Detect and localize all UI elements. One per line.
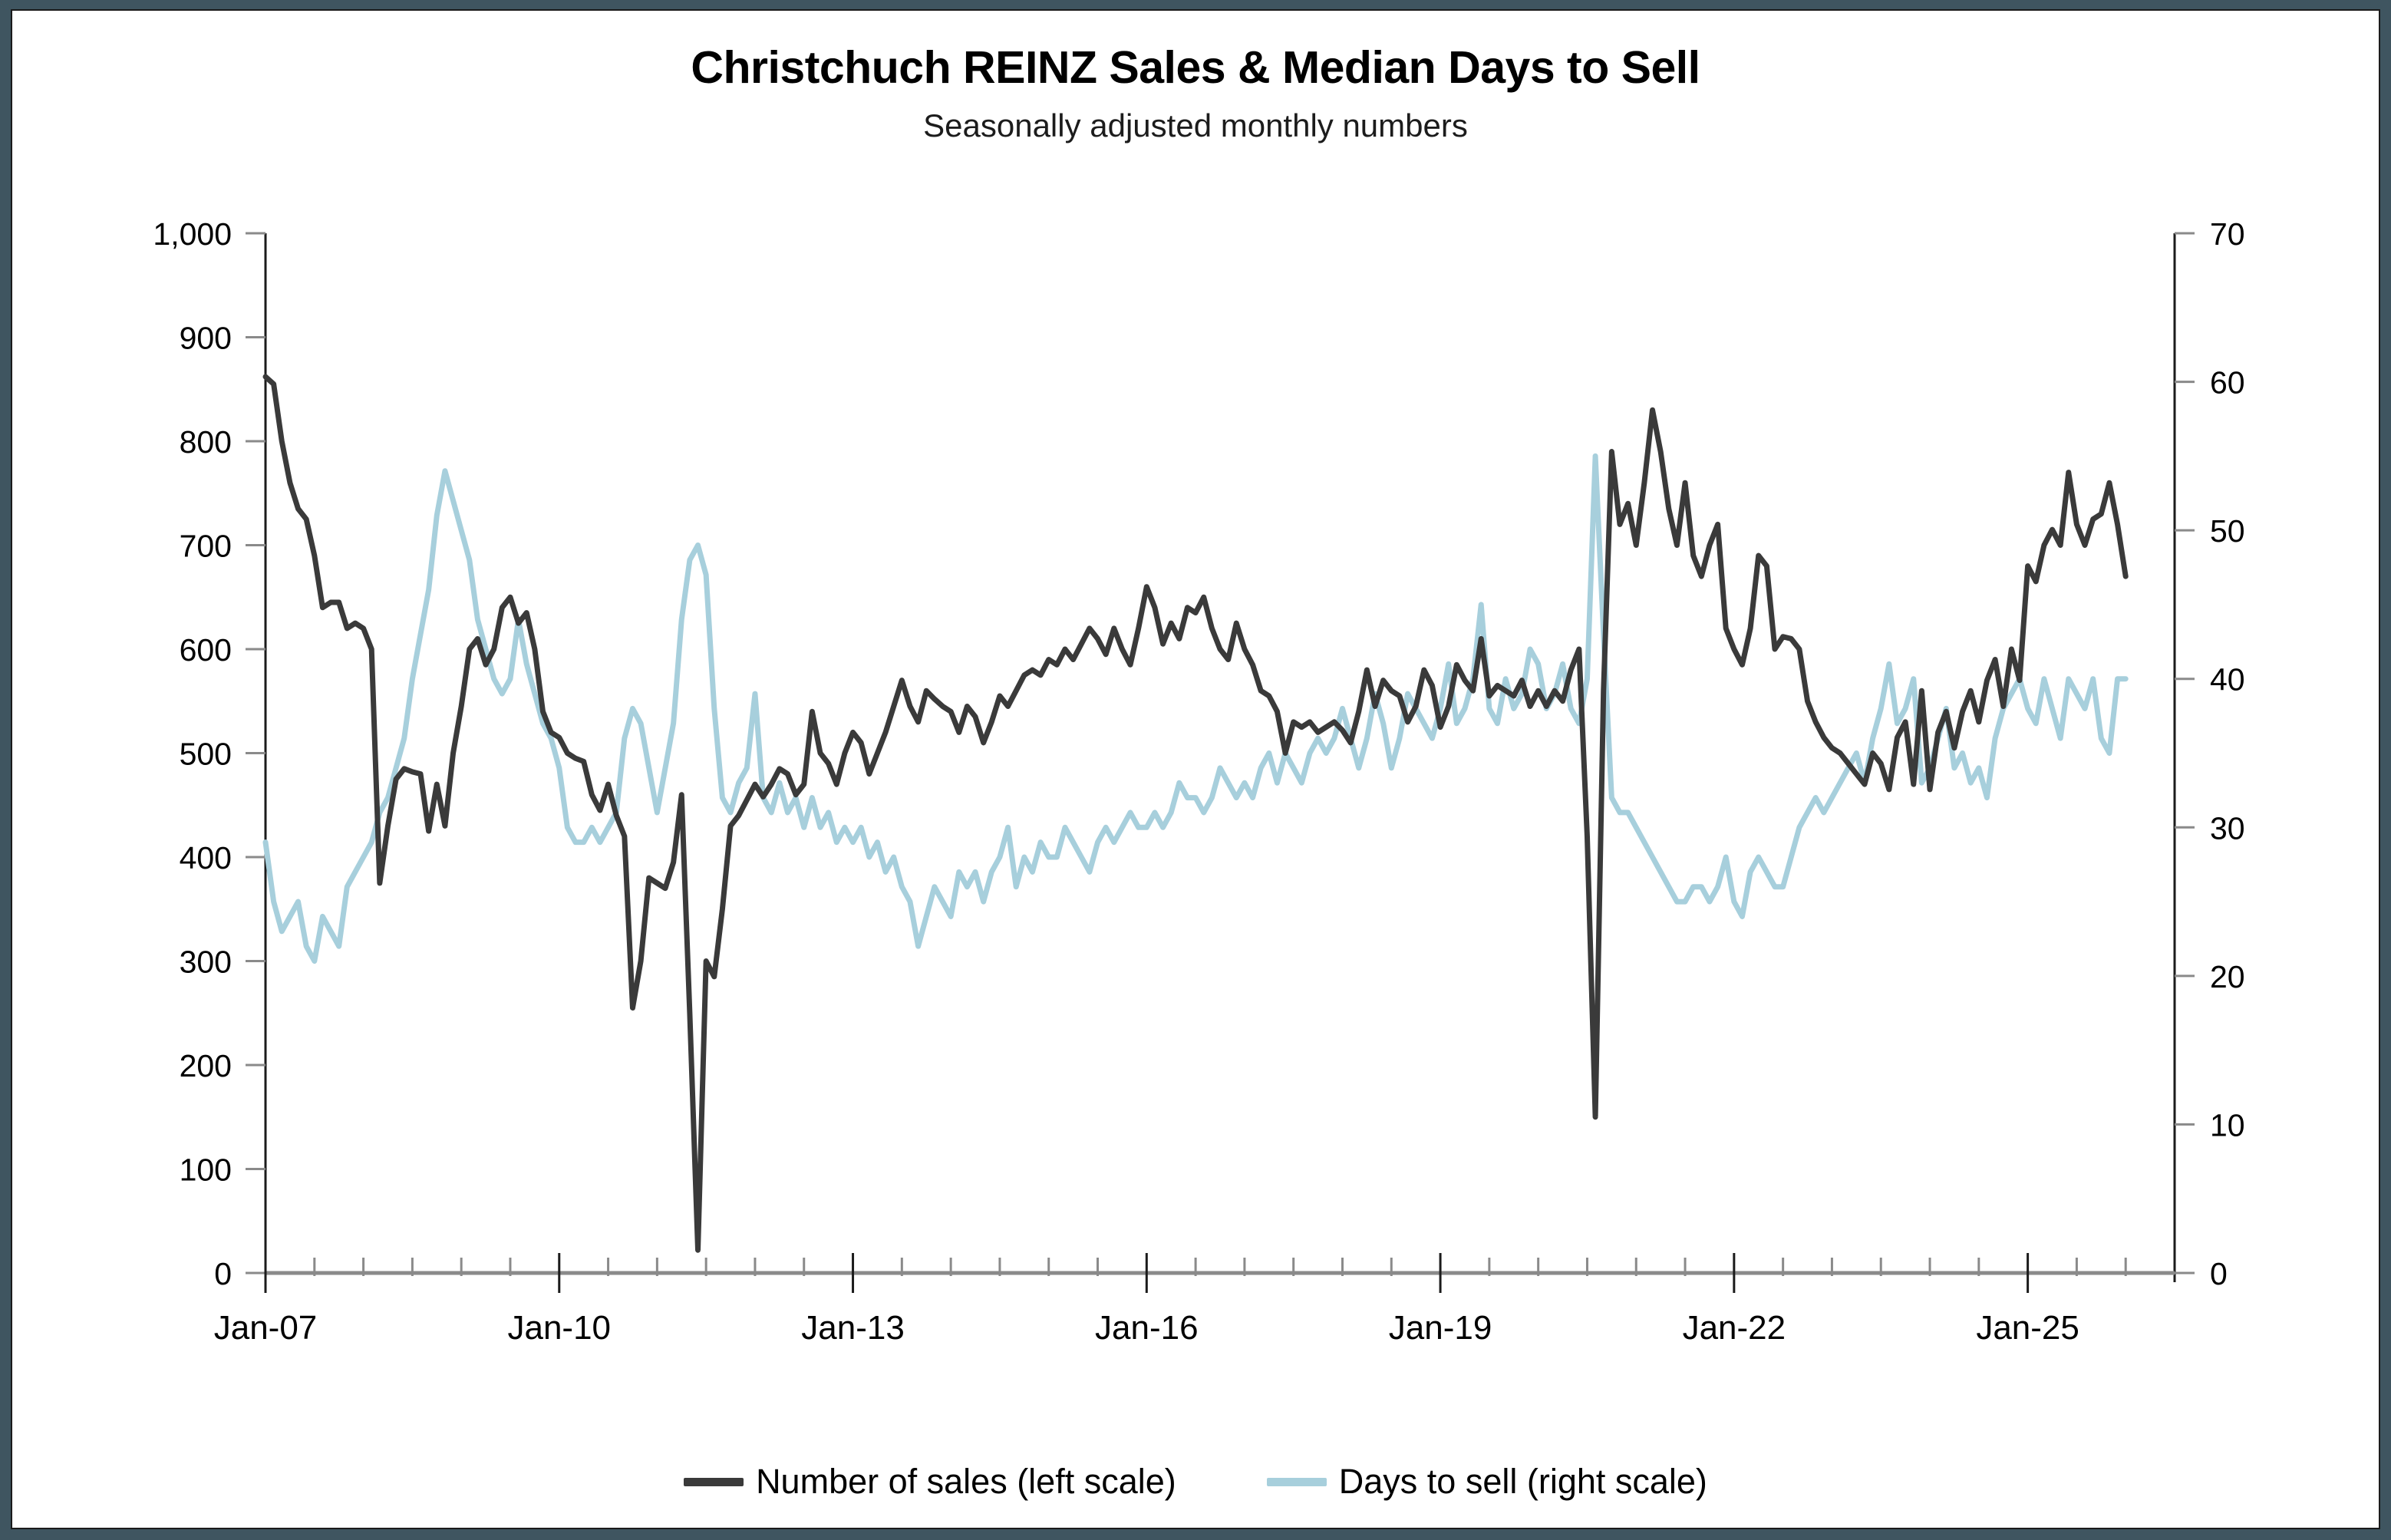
left-tick-label: 1,000 bbox=[153, 216, 232, 252]
right-tick-label: 60 bbox=[2210, 365, 2245, 401]
left-tick-label: 0 bbox=[214, 1256, 232, 1291]
left-tick-label: 700 bbox=[180, 529, 232, 564]
page-title: Christchuch REINZ Sales & Median Days to… bbox=[691, 42, 1700, 93]
chart-legend: Number of sales (left scale) Days to sel… bbox=[12, 1462, 2379, 1502]
legend-swatch-sales bbox=[684, 1477, 744, 1486]
x-tick-label: Jan-10 bbox=[507, 1309, 611, 1347]
x-tick-label: Jan-19 bbox=[1389, 1309, 1492, 1347]
chart-canvas: 0 100 200 300 400 500 600 700 800 900 1,000 0 10 20 3… bbox=[153, 216, 2245, 1347]
left-tick-label: 400 bbox=[180, 840, 232, 876]
plot-area: 0 100 200 300 400 500 600 700 800 900 1,000 0 10 20 3… bbox=[12, 11, 2382, 1531]
series-line-number-of-sales bbox=[262, 374, 2129, 1253]
left-tick-label: 200 bbox=[180, 1048, 232, 1083]
left-tick-label: 300 bbox=[180, 945, 232, 980]
legend-item-sales[interactable]: Number of sales (left scale) bbox=[684, 1462, 1176, 1502]
chart-frame: Christchuch REINZ Sales & Median Days to… bbox=[11, 9, 2380, 1529]
right-tick-label: 30 bbox=[2210, 810, 2245, 846]
x-tick-label: Jan-07 bbox=[214, 1309, 318, 1347]
x-tick-label: Jan-13 bbox=[801, 1309, 905, 1347]
right-tick-label: 40 bbox=[2210, 662, 2245, 697]
chart-subtitle: Seasonally adjusted monthly numbers bbox=[923, 107, 1468, 143]
legend-item-days[interactable]: Days to sell (right scale) bbox=[1266, 1462, 1707, 1502]
x-axis: Jan-07 Jan-10 Jan-13 Jan-16 Jan-19 Jan-22 Jan-… bbox=[214, 1253, 2175, 1347]
right-tick-label: 70 bbox=[2210, 216, 2245, 252]
legend-label-days: Days to sell (right scale) bbox=[1338, 1462, 1707, 1501]
right-tick-label: 10 bbox=[2210, 1107, 2245, 1143]
left-tick-label: 500 bbox=[180, 737, 232, 772]
right-tick-label: 50 bbox=[2210, 513, 2245, 549]
left-tick-label: 100 bbox=[180, 1153, 232, 1188]
series-group bbox=[262, 374, 2129, 1253]
right-tick-label: 20 bbox=[2210, 959, 2245, 994]
left-tick-label: 900 bbox=[180, 321, 232, 356]
x-tick-label: Jan-22 bbox=[1683, 1309, 1786, 1347]
chart-header: Christchuch REINZ Sales & Median Days to… bbox=[12, 11, 2379, 144]
legend-label-sales: Number of sales (left scale) bbox=[756, 1462, 1176, 1501]
left-tick-label: 600 bbox=[180, 632, 232, 668]
right-axis: 0 10 20 30 40 50 60 70 bbox=[2173, 216, 2245, 1291]
x-tick-label: Jan-16 bbox=[1095, 1309, 1199, 1347]
legend-swatch-days bbox=[1266, 1477, 1327, 1486]
right-tick-label: 0 bbox=[2210, 1256, 2228, 1291]
left-axis: 0 100 200 300 400 500 600 700 800 900 1,000 bbox=[153, 216, 267, 1291]
left-tick-label: 800 bbox=[180, 424, 232, 460]
x-tick-label: Jan-25 bbox=[1976, 1309, 2079, 1347]
series-line-days-to-sell bbox=[262, 453, 2129, 964]
